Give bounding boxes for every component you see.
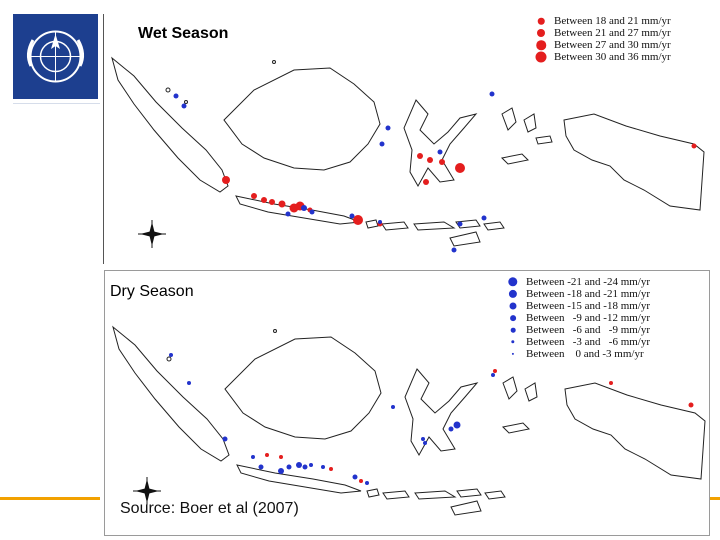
legend-item: Between 0 and -3 mm/yr (511, 348, 650, 360)
legend-item: Between 30 and 36 mm/yr (535, 51, 671, 63)
dry-season-title: Dry Season (110, 283, 194, 300)
dry-season-legend: Between -21 and -24 mm/yr Between -18 and… (508, 276, 651, 360)
legend-item: Between -18 and -21 mm/yr (508, 288, 651, 300)
legend-marker-icon (510, 327, 516, 333)
legend-label: Between 27 and 30 mm/yr (554, 39, 671, 51)
wmo-emblem-icon (13, 14, 98, 99)
legend-label: Between 30 and 36 mm/yr (554, 51, 671, 63)
wet-season-title: Wet Season (138, 25, 229, 42)
dry-season-map (104, 270, 710, 536)
legend-label: Between -6 and -9 mm/yr (526, 324, 651, 336)
source-citation: Source: Boer et al (2007) (120, 500, 299, 517)
legend-label: Between -3 and -6 mm/yr (526, 336, 651, 348)
compass-rose-icon (138, 220, 166, 248)
legend-label: Between -21 and -24 mm/yr (526, 276, 651, 288)
legend-marker-icon (536, 40, 546, 50)
legend-item: Between 21 and 27 mm/yr (537, 27, 671, 39)
legend-marker-icon (508, 289, 518, 299)
legend-marker-icon (511, 340, 515, 344)
legend-marker-icon (511, 352, 515, 356)
legend-marker-icon (535, 51, 547, 63)
legend-marker-icon (509, 302, 517, 310)
legend-item: Between -15 and -18 mm/yr (509, 300, 651, 312)
legend-label: Between -18 and -21 mm/yr (526, 288, 651, 300)
legend-label: Between 18 and 21 mm/yr (554, 15, 671, 27)
legend-item: Between 27 and 30 mm/yr (536, 39, 671, 51)
wet-season-map (104, 10, 710, 268)
legend-label: Between -9 and -12 mm/yr (526, 312, 651, 324)
legend-item: Between -21 and -24 mm/yr (508, 276, 651, 288)
legend-item: Between 18 and 21 mm/yr (537, 15, 671, 27)
legend-marker-icon (510, 315, 516, 321)
accent-bar (0, 497, 100, 500)
wet-season-legend: Between 18 and 21 mm/yr Between 21 and 27… (535, 15, 671, 63)
legend-marker-icon (537, 29, 545, 37)
compass-rose-icon (133, 477, 161, 505)
legend-item: Between -6 and -9 mm/yr (510, 324, 651, 336)
legend-marker-icon (537, 17, 545, 25)
legend-marker-icon (508, 277, 518, 287)
legend-item: Between -3 and -6 mm/yr (511, 336, 650, 348)
logo-divider (13, 103, 100, 104)
legend-item: Between -9 and -12 mm/yr (510, 312, 651, 324)
accent-bar (700, 497, 720, 500)
legend-label: Between -15 and -18 mm/yr (526, 300, 651, 312)
legend-label: Between 21 and 27 mm/yr (554, 27, 671, 39)
legend-label: Between 0 and -3 mm/yr (526, 348, 644, 360)
